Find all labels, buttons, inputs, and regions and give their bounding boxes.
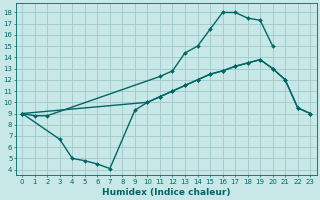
- X-axis label: Humidex (Indice chaleur): Humidex (Indice chaleur): [102, 188, 230, 197]
